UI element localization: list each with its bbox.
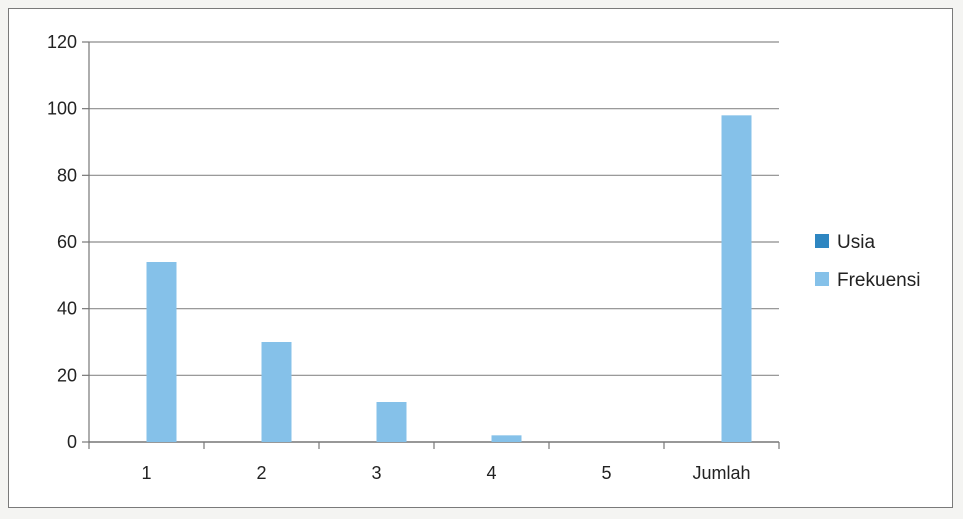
x-tick-label-2: 3 (371, 463, 381, 483)
y-tick-label-100: 100 (47, 99, 77, 119)
y-tick-label-80: 80 (57, 165, 77, 185)
x-tick-label-1: 2 (256, 463, 266, 483)
gridlines (89, 41, 779, 376)
bars (146, 115, 752, 442)
chart-frame: 0 20 40 60 80 100 120 1 2 3 4 5 Jumlah Usia Frekuensi (8, 8, 953, 508)
bar-frekuensi-1 (146, 262, 177, 442)
legend-swatch-usia (815, 234, 829, 248)
x-tick-label-4: 5 (601, 463, 611, 483)
legend-swatch-frekuensi (815, 272, 829, 286)
bar-frekuensi-4 (491, 435, 522, 442)
y-tick-label-0: 0 (67, 432, 77, 452)
bar-frekuensi-3 (376, 402, 407, 442)
x-tick-label-5: Jumlah (692, 463, 750, 483)
bar-frekuensi-jumlah (721, 115, 752, 442)
axes (82, 41, 780, 449)
tick-labels: 0 20 40 60 80 100 120 1 2 3 4 5 Jumlah (47, 32, 751, 483)
y-tick-label-60: 60 (57, 232, 77, 252)
legend: Usia Frekuensi (815, 232, 920, 291)
y-tick-label-120: 120 (47, 32, 77, 52)
y-tick-label-40: 40 (57, 299, 77, 319)
bar-frekuensi-2 (261, 342, 292, 442)
bar-chart: 0 20 40 60 80 100 120 1 2 3 4 5 Jumlah Usia Frekuensi (47, 32, 920, 483)
x-tick-label-0: 1 (141, 463, 151, 483)
y-tick-label-20: 20 (57, 365, 77, 385)
legend-label-usia: Usia (837, 232, 875, 253)
x-tick-label-3: 4 (486, 463, 496, 483)
legend-label-frekuensi: Frekuensi (837, 270, 920, 291)
